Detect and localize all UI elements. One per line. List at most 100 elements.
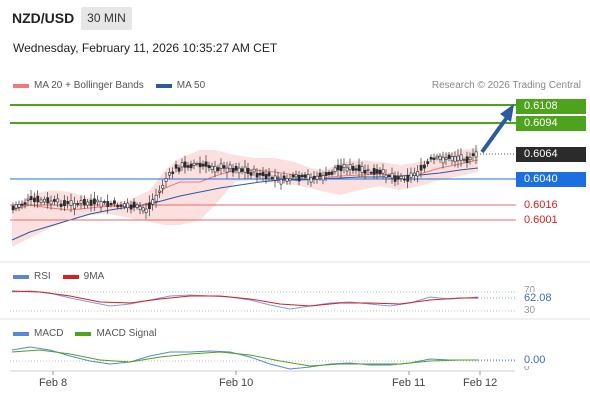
rsi-tick-30: 30	[524, 305, 536, 316]
candle-body	[26, 198, 30, 201]
candle-body	[387, 174, 391, 177]
rsi-swatch	[13, 274, 29, 279]
candle-body	[330, 171, 334, 175]
legend-macd-signal-label: MACD Signal	[96, 328, 157, 339]
candle-body	[138, 206, 142, 210]
candle-body	[49, 200, 53, 205]
candle-body	[135, 204, 139, 208]
macd-signal-swatch	[75, 331, 92, 336]
candle-body	[76, 203, 80, 205]
last-price-tag: 0.6064	[516, 147, 586, 162]
candle-body	[69, 200, 73, 206]
candle-body	[109, 203, 113, 205]
candle-body	[381, 169, 385, 174]
candle-body	[264, 173, 268, 179]
candle-body	[198, 162, 202, 168]
ma20-swatch	[13, 83, 29, 88]
candle-body	[151, 199, 155, 205]
candle-body	[315, 175, 319, 180]
timestamp: Wednesday, February 11, 2026 10:35:27 AM…	[13, 41, 278, 55]
candle-body	[357, 164, 361, 172]
legend-macd-signal: MACD Signal	[75, 328, 156, 339]
candle-body	[234, 166, 238, 171]
timeframe-button[interactable]: 30 MIN	[81, 7, 132, 30]
candle-body	[195, 163, 199, 165]
bollinger-band	[12, 148, 478, 247]
x-label-feb10: Feb 10	[219, 377, 254, 389]
candle-body	[177, 167, 181, 172]
candle-body	[393, 175, 397, 182]
candle-body	[66, 201, 70, 204]
candle-body	[123, 203, 126, 208]
candle-body	[168, 172, 171, 176]
candle-body	[423, 164, 426, 169]
candle-body	[372, 168, 376, 175]
support2-tag: 0.6001	[524, 214, 558, 226]
candle-body	[213, 165, 217, 173]
candle-body	[53, 199, 56, 202]
candle-body	[363, 170, 367, 174]
candle-body	[309, 177, 313, 183]
candle-body	[158, 190, 161, 193]
legend-macd: MACD	[13, 328, 63, 339]
candle-body	[453, 156, 457, 163]
candle-body	[399, 176, 403, 179]
macd-swatch	[13, 331, 29, 336]
candle-body	[116, 204, 120, 208]
candle-body	[291, 174, 295, 178]
candle-body	[216, 167, 220, 171]
candle-body	[255, 172, 259, 178]
candle-body	[273, 175, 277, 181]
candle-body	[366, 168, 370, 171]
candle-body	[444, 157, 448, 160]
candle-body	[369, 171, 373, 174]
candle-body	[471, 153, 475, 156]
rsi-ma-swatch	[62, 274, 79, 279]
candle-body	[456, 155, 460, 162]
chart-header: NZD/USD 30 MIN	[0, 0, 590, 36]
candle-body	[154, 194, 158, 202]
legend-ma50-label: MA 50	[176, 80, 206, 91]
candle-body	[17, 203, 21, 208]
candle-body	[297, 174, 301, 182]
candle-body	[300, 174, 304, 178]
candle-body	[180, 162, 184, 168]
candle-body	[219, 163, 223, 169]
candles	[11, 144, 478, 219]
candle-body	[93, 198, 96, 205]
candle-body	[258, 173, 262, 176]
candle-body	[148, 202, 151, 210]
legend-macd-label: MACD	[34, 328, 64, 339]
candle-body	[413, 172, 416, 176]
macd-signal-line	[11, 349, 478, 367]
candle-body	[318, 172, 322, 177]
rsi-value-label: 62.08	[524, 292, 552, 304]
candle-body	[99, 201, 103, 208]
candle-body	[438, 155, 442, 161]
candle-body	[161, 184, 165, 189]
legend-rsi-ma: 9MA	[62, 271, 104, 282]
candle-body	[39, 199, 43, 203]
candle-body	[240, 168, 244, 172]
candle-body	[406, 175, 410, 182]
macd-line	[11, 346, 478, 370]
candle-body	[222, 165, 226, 169]
candle-body	[164, 178, 168, 182]
candle-body	[129, 204, 133, 210]
candle-body	[23, 202, 27, 205]
macd-legend: MACD MACD Signal	[13, 328, 168, 339]
candle-body	[465, 156, 469, 163]
candle-body	[174, 164, 178, 169]
candle-body	[432, 157, 436, 160]
candle-body	[252, 168, 256, 173]
candle-body	[246, 167, 250, 174]
candle-body	[36, 195, 40, 203]
candle-body	[333, 167, 337, 172]
candle-body	[276, 176, 280, 179]
credit: Research © 2026 Trading Central	[431, 80, 581, 91]
candle-body	[33, 197, 36, 203]
candle-body	[56, 198, 60, 203]
candle-body	[29, 196, 33, 201]
price-legend: MA 20 + Bollinger Bands MA 50	[13, 80, 217, 91]
